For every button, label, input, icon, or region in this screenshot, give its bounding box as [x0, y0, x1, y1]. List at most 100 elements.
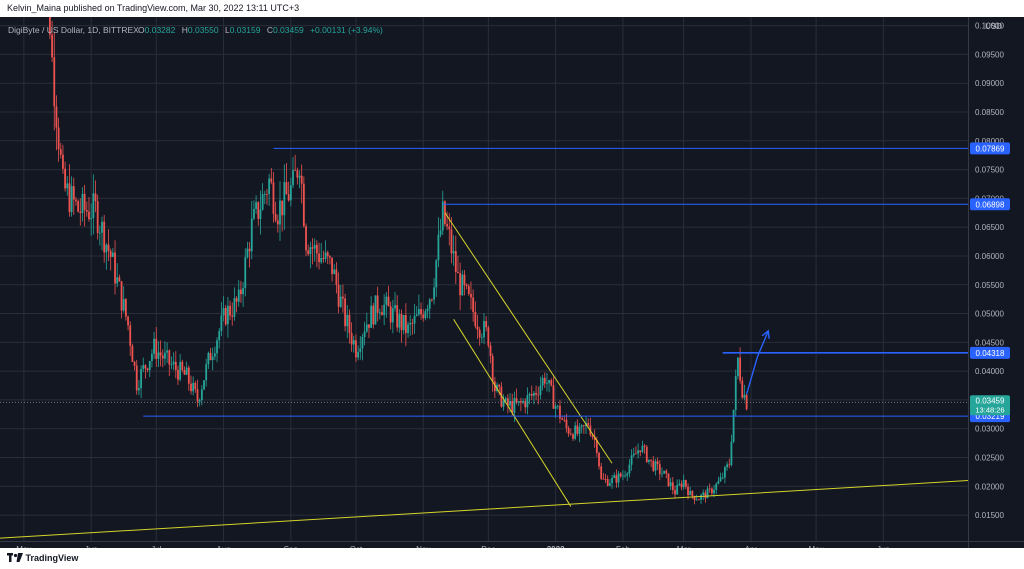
candle-body: [192, 382, 195, 392]
candle-body: [682, 480, 685, 488]
drawing-overlays[interactable]: [0, 147, 969, 539]
candle-body: [138, 388, 140, 391]
candle-body: [498, 384, 501, 387]
candle-body: [218, 331, 221, 341]
candle-body: [146, 368, 149, 371]
candle-body: [207, 352, 210, 365]
candle-body: [617, 473, 620, 483]
candle-body: [131, 345, 134, 362]
candle-body: [715, 483, 718, 490]
candle-body: [608, 483, 611, 486]
level-price-label: 0.06898: [976, 200, 1005, 209]
candle-body: [554, 406, 557, 409]
tradingview-brand[interactable]: TradingView: [7, 553, 78, 563]
candle-body: [59, 149, 62, 155]
candle-body: [676, 484, 679, 495]
candle-body: [417, 309, 420, 315]
candle-body: [81, 193, 84, 213]
candle-body: [270, 178, 273, 183]
candle-body: [318, 253, 320, 263]
level-price-label: 0.04318: [976, 349, 1005, 358]
candle-body: [719, 477, 722, 482]
candle-body: [315, 244, 318, 254]
candle-body: [669, 482, 672, 486]
candle-body: [431, 299, 433, 301]
candle-body: [159, 352, 162, 356]
candle-body: [205, 364, 208, 381]
candle-body: [622, 475, 624, 477]
candle-body: [448, 226, 451, 230]
candle-body: [263, 193, 266, 195]
candle-body: [274, 213, 277, 221]
candle-body: [183, 369, 186, 375]
candle-body: [75, 199, 77, 202]
candle-body: [240, 289, 242, 295]
candle-body: [485, 321, 488, 328]
candle-body: [246, 248, 249, 258]
y-tick-label: 0.05500: [975, 281, 1004, 290]
candle-body: [537, 394, 540, 396]
candle-body: [253, 208, 255, 219]
y-tick-label: 0.09500: [975, 50, 1004, 59]
candle-body: [292, 170, 294, 186]
svg-text:O0.03282 H0.03550: O0.03282 H0.03550 L0.03159 C0.03459 +0.0…: [138, 25, 383, 35]
legend-h-label: H: [182, 25, 188, 35]
candle-body: [600, 466, 603, 479]
candle-body: [66, 183, 69, 189]
candle-body: [721, 477, 724, 479]
candle-body: [164, 352, 166, 359]
candle-body: [420, 309, 422, 315]
candle-body: [326, 252, 329, 257]
candle-body: [220, 315, 223, 332]
candle-body: [693, 495, 696, 501]
candle-body: [331, 257, 333, 274]
candle-body: [166, 350, 169, 353]
candle-body: [739, 357, 742, 381]
candle-body: [94, 193, 97, 202]
candle-body: [611, 477, 613, 484]
candle-body: [404, 315, 407, 334]
candle-body: [556, 405, 559, 407]
candle-body: [64, 168, 67, 189]
level-price-label: 0.07869: [976, 144, 1005, 153]
candle-body: [279, 200, 281, 225]
candle-body: [51, 34, 53, 58]
candle-body: [422, 314, 425, 319]
candle-body: [242, 288, 244, 295]
level-price-tag: [970, 142, 1010, 155]
candle-body: [313, 244, 316, 249]
price-chart[interactable]: 0.10000 0.09500 0.09000 0.08500 0.08000 0.075…: [0, 0, 1024, 554]
candle-body: [559, 405, 561, 419]
candle-body: [641, 445, 644, 452]
candle-body: [229, 305, 231, 316]
candle-body: [250, 218, 253, 252]
candle-body: [624, 475, 626, 477]
candle-body: [287, 194, 290, 201]
candle-body: [478, 329, 481, 338]
y-tick-label: 0.01500: [975, 511, 1004, 520]
candle-body: [463, 274, 466, 285]
chart-panel[interactable]: 0.10000 0.09500 0.09000 0.08500 0.08000 0.075…: [0, 0, 1024, 554]
candle-body: [593, 436, 596, 441]
candle-body: [665, 470, 668, 474]
candle-body: [539, 385, 542, 395]
y-tick-label: 0.02500: [975, 454, 1004, 463]
candle-body: [378, 312, 381, 314]
candle-body: [296, 170, 299, 178]
candle-body: [402, 315, 405, 331]
y-tick-label: 0.06500: [975, 223, 1004, 232]
candle-body: [483, 321, 485, 338]
candle-body: [216, 340, 218, 354]
price-axis[interactable]: 0.10000 0.09500 0.09000 0.08500 0.08000 0.075…: [968, 17, 1024, 548]
y-tick-label: 0.02000: [975, 482, 1004, 491]
candle-body: [452, 251, 455, 254]
level-price-tag: [970, 198, 1010, 211]
candle-body: [376, 295, 379, 313]
candle-body: [728, 464, 731, 466]
trendline-2: [453, 319, 572, 507]
candle-body: [372, 305, 375, 325]
candle-body: [541, 377, 544, 386]
candle-body: [389, 306, 392, 323]
candle-body: [153, 338, 155, 354]
legend-change: +0.00131 (+3.94%): [310, 25, 383, 35]
